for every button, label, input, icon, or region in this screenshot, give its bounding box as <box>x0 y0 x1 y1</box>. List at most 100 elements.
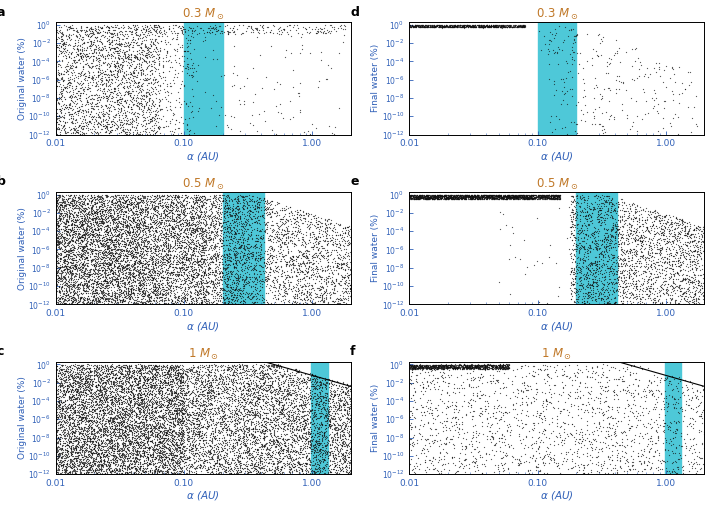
Point <box>608 375 619 383</box>
Point <box>161 364 173 372</box>
Point <box>566 464 577 472</box>
Point <box>128 454 139 462</box>
Point <box>111 232 122 240</box>
Point <box>677 248 688 256</box>
Point <box>622 293 633 301</box>
Point <box>226 466 237 474</box>
Point <box>459 192 470 200</box>
Point <box>97 111 109 119</box>
Point <box>90 280 102 289</box>
Point <box>408 431 420 439</box>
Point <box>245 461 256 469</box>
Point <box>175 202 186 210</box>
Point <box>68 53 80 61</box>
Point <box>611 267 623 275</box>
Point <box>559 398 570 406</box>
Point <box>126 206 137 214</box>
Point <box>150 466 161 474</box>
Point <box>309 383 320 391</box>
Point <box>61 231 72 239</box>
Point <box>174 275 185 283</box>
Point <box>77 387 88 395</box>
Point <box>254 402 266 410</box>
Point <box>516 22 528 30</box>
Point <box>166 375 178 383</box>
Point <box>71 116 82 124</box>
Point <box>214 462 225 470</box>
Point <box>75 438 86 446</box>
Point <box>134 375 146 383</box>
Point <box>221 389 232 397</box>
Point <box>80 391 92 399</box>
Point <box>179 408 190 417</box>
Point <box>84 219 95 227</box>
Point <box>69 204 80 212</box>
Point <box>168 437 179 445</box>
Point <box>251 380 262 389</box>
Point <box>121 468 132 477</box>
Point <box>131 428 142 436</box>
Point <box>105 443 116 452</box>
Point <box>212 255 224 263</box>
Point <box>657 244 668 252</box>
Point <box>514 192 525 200</box>
Point <box>118 73 129 81</box>
Point <box>408 363 420 371</box>
Point <box>606 225 617 233</box>
Point <box>572 269 583 277</box>
Point <box>117 460 129 468</box>
Point <box>205 370 217 378</box>
Point <box>59 465 70 473</box>
Point <box>73 462 84 470</box>
Point <box>79 376 90 385</box>
Point <box>219 224 230 232</box>
Point <box>118 235 129 243</box>
Point <box>434 395 445 403</box>
Point <box>413 363 425 371</box>
Point <box>59 265 70 273</box>
Point <box>648 221 659 229</box>
Point <box>146 193 157 201</box>
Point <box>447 364 459 372</box>
Point <box>66 220 77 228</box>
Point <box>125 281 136 289</box>
Point <box>133 386 145 394</box>
Point <box>105 419 116 427</box>
Point <box>72 111 84 119</box>
Point <box>291 432 302 440</box>
Point <box>77 62 89 71</box>
Point <box>674 251 685 259</box>
Point <box>97 242 108 250</box>
Point <box>173 469 185 478</box>
Point <box>101 251 112 259</box>
Point <box>197 192 209 200</box>
Point <box>344 411 356 420</box>
Point <box>685 230 697 238</box>
Point <box>461 363 472 371</box>
Point <box>518 194 529 202</box>
Point <box>484 361 496 369</box>
Point <box>331 433 342 441</box>
Point <box>136 365 148 373</box>
Point <box>145 205 156 213</box>
Point <box>226 442 237 450</box>
Point <box>78 447 89 455</box>
Point <box>192 294 203 302</box>
Point <box>506 195 517 203</box>
Point <box>100 217 111 226</box>
Point <box>474 21 486 29</box>
Point <box>196 409 207 417</box>
Point <box>62 446 73 454</box>
Point <box>454 194 465 202</box>
Point <box>77 124 89 132</box>
Point <box>148 192 159 200</box>
Point <box>130 441 141 450</box>
Point <box>630 250 642 258</box>
Point <box>481 193 492 201</box>
Point <box>495 361 506 369</box>
Point <box>60 223 72 231</box>
Point <box>410 361 421 369</box>
Point <box>598 297 609 305</box>
Point <box>602 251 613 259</box>
Point <box>590 423 601 431</box>
